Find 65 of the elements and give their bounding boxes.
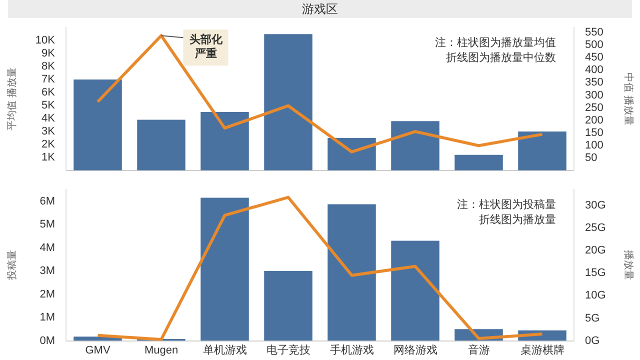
bar (200, 198, 249, 341)
y-tick-label: 8K (42, 60, 56, 73)
annotation: 折线图为播放量中位数 (446, 50, 556, 64)
y2-tick-label: 5G (585, 312, 600, 324)
annotation: 头部化严重 (189, 32, 224, 60)
y2-axis-title: 中值 播放量 (622, 72, 634, 126)
bar (518, 131, 566, 170)
y2-tick-label: 100 (585, 139, 604, 152)
y-tick-label: 5K (42, 100, 56, 112)
annotation: 注：柱状图为投稿量 (457, 198, 556, 211)
bar (264, 34, 312, 170)
bar (328, 138, 376, 170)
x-tick-label: 电子竞技 (266, 343, 310, 356)
y-tick-label: 3M (40, 265, 55, 278)
annotation: 注：柱状图为播放量均值 (435, 36, 556, 49)
bar (391, 121, 440, 170)
y-tick-label: 10K (35, 34, 56, 47)
y2-tick-label: 400 (585, 64, 604, 76)
y-axis-title: 投稿量 (6, 250, 18, 282)
y-tick-label: 4M (40, 242, 55, 254)
y2-tick-label: 250 (585, 102, 604, 114)
y-tick-label: 9K (42, 48, 56, 60)
y2-tick-label: 550 (585, 26, 604, 39)
y2-tick-label: 450 (585, 52, 604, 64)
chart-title: 游戏区 (8, 0, 632, 18)
x-tick-label: GMV (85, 344, 111, 356)
y-tick-label: 3K (42, 125, 56, 138)
y2-tick-label: 20G (585, 244, 606, 257)
y2-tick-label: 300 (585, 89, 604, 102)
y-tick-label: 7K (42, 74, 56, 86)
y-tick-label: 6M (40, 195, 55, 208)
annotation: 折线图为播放量 (479, 212, 556, 226)
y-tick-label: 1M (40, 312, 55, 324)
y-tick-label: 2K (42, 138, 56, 150)
x-tick-label: 网络游戏 (393, 343, 438, 356)
x-tick-label: 桌游棋牌 (520, 343, 564, 356)
y2-tick-label: 500 (585, 39, 604, 52)
y2-tick-label: 350 (585, 76, 604, 89)
y2-tick-label: 50 (585, 152, 598, 164)
y2-tick-label: 0G (585, 334, 600, 347)
bar (328, 204, 376, 341)
bar (200, 112, 249, 170)
bar (391, 240, 440, 341)
y-tick-label: 5M (40, 218, 55, 231)
bar (454, 154, 503, 170)
y2-tick-label: 150 (585, 126, 604, 139)
y2-tick-label: 200 (585, 114, 604, 126)
x-tick-label: 音游 (468, 343, 490, 356)
bar (264, 271, 312, 341)
y2-tick-label: 10G (585, 290, 606, 302)
x-tick-label: Mugen (144, 344, 178, 356)
y-tick-label: 0M (40, 334, 55, 347)
y2-axis-title: 播放量 (622, 250, 634, 280)
y2-tick-label: 30G (585, 199, 606, 212)
x-tick-label: 单机游戏 (202, 343, 247, 356)
x-tick-label: 手机游戏 (330, 343, 374, 356)
y-tick-label: 4K (42, 112, 56, 125)
y-tick-label: 1K (42, 151, 56, 164)
y-tick-label: 2M (40, 288, 55, 300)
bar (137, 120, 186, 170)
y-tick-label: 6K (42, 86, 56, 99)
y-axis-title: 平均值 播放量 (6, 68, 18, 130)
bar (74, 80, 122, 170)
y2-tick-label: 25G (585, 222, 606, 234)
y2-tick-label: 15G (585, 267, 606, 280)
